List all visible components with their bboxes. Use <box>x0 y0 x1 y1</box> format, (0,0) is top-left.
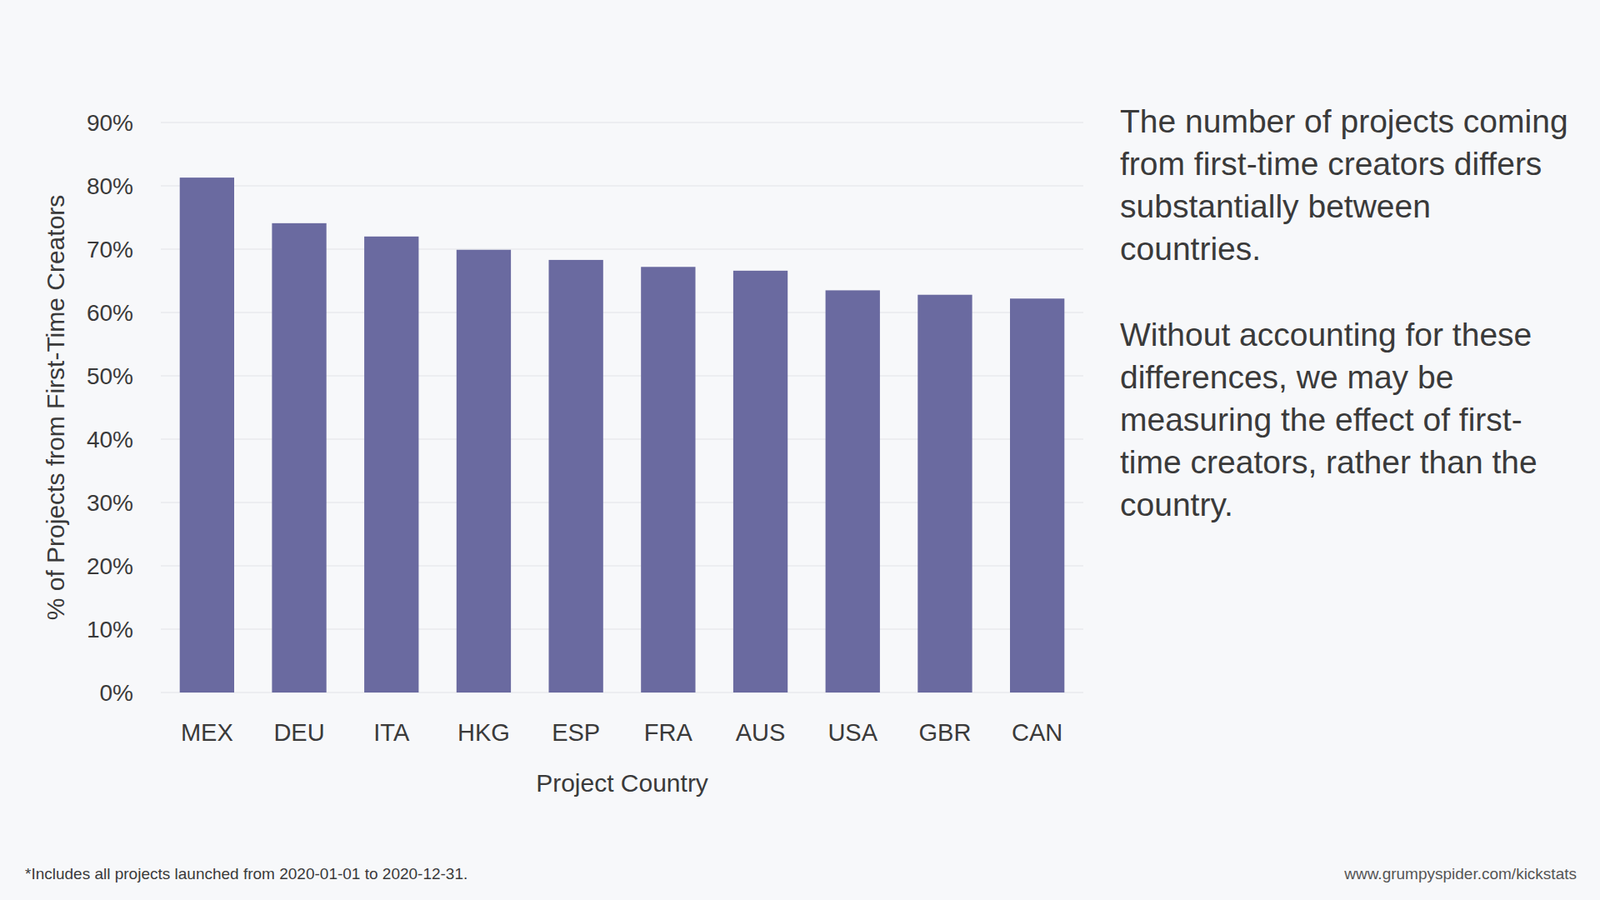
y-tick-label: 0% <box>100 680 134 706</box>
source: www.grumpyspider.com/kickstats <box>1343 865 1577 883</box>
bar <box>364 236 419 693</box>
y-tick-label: 80% <box>86 173 134 200</box>
x-tick-label: HKG <box>457 719 510 746</box>
x-tick-label: AUS <box>735 719 786 746</box>
grid-line <box>160 122 1084 124</box>
bar <box>917 295 972 693</box>
y-axis-label: % of Projects from First-Time Creators <box>41 195 70 621</box>
x-tick-label: ESP <box>551 719 600 746</box>
y-tick-label: 50% <box>86 363 134 390</box>
x-tick-label: FRA <box>644 719 694 746</box>
y-tick-label: 20% <box>86 553 134 580</box>
page: 0% 10% 20% 30% 40% 50% 60% 70% 80% 90% MEX DEU ITA HK… <box>0 0 1600 900</box>
bar <box>825 290 880 693</box>
x-tick-label: MEX <box>180 719 234 746</box>
footnote: *Includes all projects launched from 202… <box>25 865 468 883</box>
annotation: Without accounting for these differences… <box>1120 313 1570 526</box>
bar <box>271 223 326 693</box>
x-tick-label: GBR <box>919 719 972 746</box>
bar <box>1010 298 1065 693</box>
bar <box>456 250 511 693</box>
bar <box>180 177 235 693</box>
bar <box>548 260 603 693</box>
annotation: The number of projects coming from first… <box>1120 100 1570 270</box>
y-tick-label: 70% <box>86 236 134 263</box>
y-tick-label: 90% <box>86 110 134 136</box>
x-tick-label: DEU <box>273 719 325 746</box>
bar <box>733 270 788 693</box>
x-tick-label: USA <box>827 719 878 746</box>
bar <box>640 266 695 693</box>
x-axis-label: Project Country <box>535 769 709 797</box>
y-tick-label: 60% <box>86 300 134 326</box>
bars <box>180 177 1065 693</box>
x-tick-label: CAN <box>1011 719 1063 746</box>
y-tick-label: 30% <box>86 490 134 516</box>
grid-line <box>160 185 1084 187</box>
y-tick-label: 10% <box>86 616 134 643</box>
y-tick-label: 40% <box>86 426 134 453</box>
x-tick-label: ITA <box>373 719 410 746</box>
